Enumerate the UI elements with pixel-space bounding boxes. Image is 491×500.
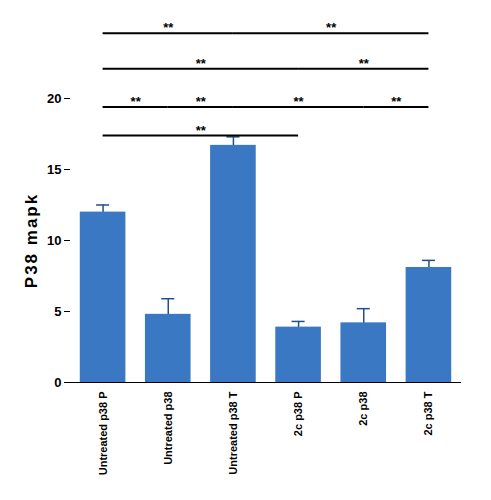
svg-text:**: ** [196, 94, 207, 109]
svg-text:Untreated p38 P: Untreated p38 P [97, 392, 109, 476]
svg-text:5: 5 [54, 304, 61, 319]
svg-text:Untreated p38 T: Untreated p38 T [227, 391, 239, 474]
svg-text:10: 10 [47, 233, 61, 248]
svg-text:0: 0 [54, 375, 61, 390]
svg-text:**: ** [196, 123, 207, 138]
svg-text:2c p38 T: 2c p38 T [422, 391, 434, 435]
svg-text:**: ** [131, 94, 142, 109]
svg-text:2c p38: 2c p38 [357, 392, 369, 426]
svg-text:20: 20 [47, 91, 61, 106]
svg-text:**: ** [196, 56, 207, 71]
svg-text:**: ** [326, 20, 337, 35]
svg-text:15: 15 [47, 162, 61, 177]
svg-text:**: ** [294, 94, 305, 109]
svg-text:**: ** [391, 94, 402, 109]
svg-text:2c p38 P: 2c p38 P [292, 392, 304, 437]
svg-text:**: ** [163, 20, 174, 35]
svg-text:P38 mapk: P38 mapk [22, 193, 41, 288]
svg-text:Untreated p38: Untreated p38 [162, 392, 174, 465]
svg-text:**: ** [359, 56, 370, 71]
